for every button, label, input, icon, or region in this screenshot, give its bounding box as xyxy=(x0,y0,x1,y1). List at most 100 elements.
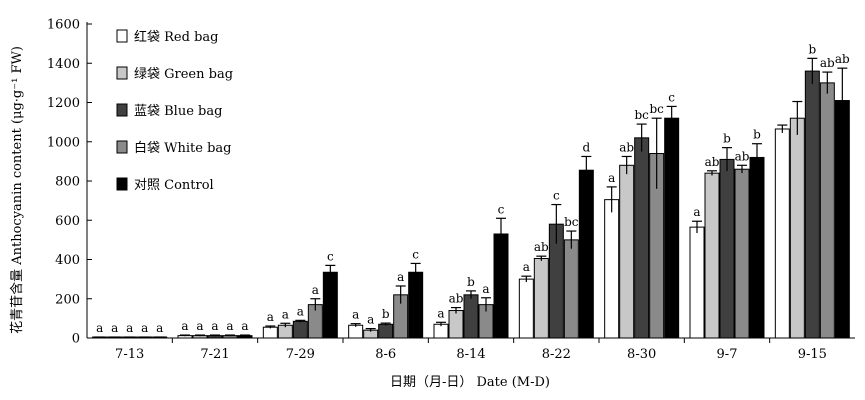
significance-label: a xyxy=(367,313,374,327)
significance-label: c xyxy=(553,189,560,203)
significance-label: ab xyxy=(735,149,750,163)
significance-label: a xyxy=(111,321,118,335)
significance-label: a xyxy=(608,171,615,185)
legend-swatch xyxy=(116,29,128,43)
significance-label: b xyxy=(467,275,475,289)
bar xyxy=(262,326,278,339)
significance-label: ab xyxy=(619,140,634,154)
significance-label: bc xyxy=(634,108,649,122)
significance-label: c xyxy=(327,249,334,263)
y-tick-label: 600 xyxy=(55,214,80,229)
y-tick-label: 1200 xyxy=(47,96,80,111)
chart-axes: 0 200 400 600 800 1000 1200 1400 1600 7-13 7-21 7-2… xyxy=(47,18,855,362)
bar xyxy=(774,128,790,339)
x-tick-label: 8-14 xyxy=(456,347,485,362)
y-tick-label: 0 xyxy=(72,332,80,347)
x-tick-label: 9-15 xyxy=(798,347,827,362)
bar xyxy=(408,271,424,339)
significance-label: b xyxy=(382,307,390,321)
x-tick-label: 7-21 xyxy=(200,347,229,362)
significance-label: c xyxy=(498,202,505,216)
significance-label: a xyxy=(352,308,359,322)
bar xyxy=(749,156,765,339)
significance-label: a xyxy=(141,321,148,335)
bar xyxy=(719,158,735,339)
bar xyxy=(518,278,534,339)
y-tick-label: 400 xyxy=(55,253,80,268)
significance-label: ab xyxy=(820,56,835,70)
bar xyxy=(804,70,820,339)
x-tick-label: 8-6 xyxy=(375,347,396,362)
bar xyxy=(619,164,635,339)
bar xyxy=(563,239,579,339)
legend-label: 红袋 Red bag xyxy=(134,29,218,45)
significance-label: c xyxy=(412,247,419,261)
significance-label: ab xyxy=(705,155,720,169)
bar xyxy=(704,172,720,339)
x-axis-title: 日期（月-日） Date (M-D) xyxy=(390,375,550,390)
legend-swatch xyxy=(116,103,128,117)
significance-label: a xyxy=(126,321,133,335)
significance-label: ab xyxy=(835,52,850,66)
bar xyxy=(448,310,464,339)
bar xyxy=(664,117,680,339)
bar xyxy=(348,324,364,339)
bar xyxy=(604,199,620,339)
significance-label: a xyxy=(693,205,700,219)
y-tick-label: 1000 xyxy=(47,135,80,150)
bar xyxy=(578,169,594,339)
x-tick-label: 7-29 xyxy=(286,347,315,362)
chart-legend: 红袋 Red bag 绿袋 Green bag 蓝袋 Blue bag 白袋 Whit… xyxy=(116,29,233,193)
significance-label: a xyxy=(226,319,233,333)
significance-label: a xyxy=(437,306,444,320)
x-tick-label: 9-7 xyxy=(717,347,738,362)
bar xyxy=(378,323,394,339)
significance-label: a xyxy=(282,307,289,321)
significance-label: b xyxy=(723,132,731,146)
bar xyxy=(689,226,705,339)
significance-label: a xyxy=(267,310,274,324)
y-tick-label: 1600 xyxy=(47,18,80,33)
y-tick-label: 800 xyxy=(55,175,80,190)
significance-label: ab xyxy=(449,292,464,306)
bar xyxy=(433,323,449,339)
significance-label: a xyxy=(397,270,404,284)
bar xyxy=(834,100,850,339)
legend-label: 蓝袋 Blue bag xyxy=(134,104,222,119)
bar xyxy=(533,258,549,339)
legend-swatch xyxy=(116,177,128,191)
legend-label: 对照 Control xyxy=(134,178,214,193)
x-tick-label: 8-30 xyxy=(627,347,656,362)
x-tick-label: 7-13 xyxy=(115,347,144,362)
x-tick-label: 8-22 xyxy=(542,347,571,362)
bar xyxy=(634,137,650,339)
significance-label: a xyxy=(482,282,489,296)
legend-label: 白袋 White bag xyxy=(134,140,231,156)
significance-label: bc xyxy=(649,102,664,116)
significance-label: b xyxy=(753,128,761,142)
significance-label: a xyxy=(96,321,103,335)
significance-label: d xyxy=(582,140,590,154)
significance-label: a xyxy=(312,283,319,297)
significance-label: c xyxy=(668,90,675,104)
significance-label: ab xyxy=(534,240,549,254)
significance-label: a xyxy=(181,319,188,333)
bar xyxy=(463,294,479,339)
bar xyxy=(322,271,338,339)
bar xyxy=(789,117,805,339)
significance-label: bc xyxy=(564,215,579,229)
y-tick-label: 200 xyxy=(55,292,80,307)
significance-label: a xyxy=(156,321,163,335)
bar xyxy=(734,168,750,339)
y-tick-label: 1400 xyxy=(47,57,80,72)
significance-label: a xyxy=(523,260,530,274)
significance-label: a xyxy=(297,304,304,318)
significance-label: a xyxy=(241,319,248,333)
bar xyxy=(819,82,835,339)
legend-swatch xyxy=(116,140,128,154)
significance-label: a xyxy=(196,319,203,333)
significance-label: b xyxy=(808,42,816,56)
significance-label: a xyxy=(211,319,218,333)
bar xyxy=(292,320,308,339)
